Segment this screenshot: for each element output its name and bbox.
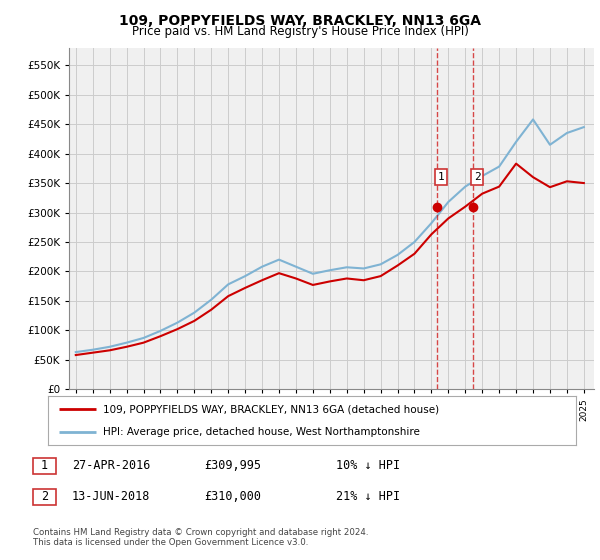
Text: 109, POPPYFIELDS WAY, BRACKLEY, NN13 6GA: 109, POPPYFIELDS WAY, BRACKLEY, NN13 6GA — [119, 14, 481, 28]
Text: 2: 2 — [41, 490, 48, 503]
Text: 21% ↓ HPI: 21% ↓ HPI — [336, 490, 400, 503]
Text: 13-JUN-2018: 13-JUN-2018 — [72, 490, 151, 503]
Text: Price paid vs. HM Land Registry's House Price Index (HPI): Price paid vs. HM Land Registry's House … — [131, 25, 469, 38]
Text: Contains HM Land Registry data © Crown copyright and database right 2024.
This d: Contains HM Land Registry data © Crown c… — [33, 528, 368, 547]
Text: 109, POPPYFIELDS WAY, BRACKLEY, NN13 6GA (detached house): 109, POPPYFIELDS WAY, BRACKLEY, NN13 6GA… — [103, 404, 440, 414]
Text: £310,000: £310,000 — [204, 490, 261, 503]
Text: 10% ↓ HPI: 10% ↓ HPI — [336, 459, 400, 473]
Text: £309,995: £309,995 — [204, 459, 261, 473]
Text: 2: 2 — [474, 172, 481, 182]
Text: 1: 1 — [41, 459, 48, 473]
Text: 1: 1 — [438, 172, 445, 182]
Text: HPI: Average price, detached house, West Northamptonshire: HPI: Average price, detached house, West… — [103, 427, 421, 437]
Text: 27-APR-2016: 27-APR-2016 — [72, 459, 151, 473]
